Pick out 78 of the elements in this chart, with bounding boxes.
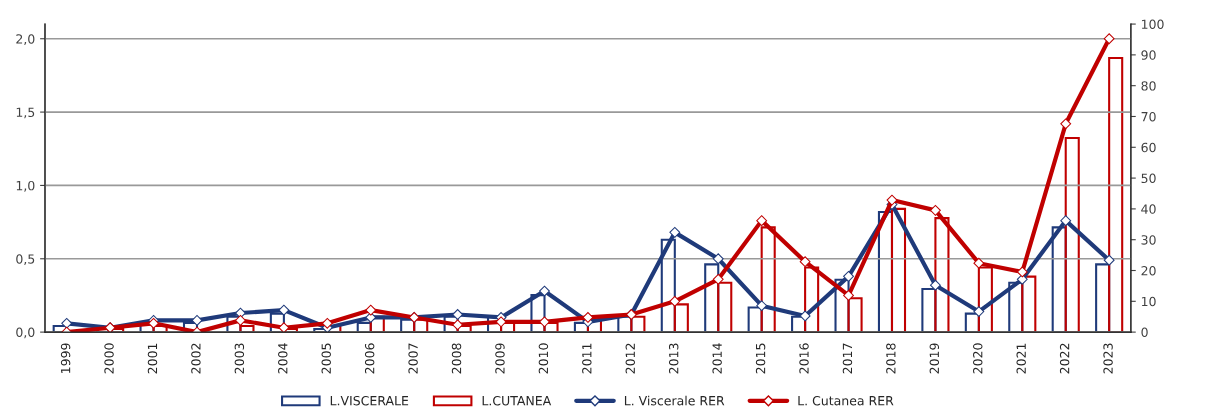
point <box>1103 33 1115 45</box>
point <box>1103 254 1115 266</box>
x-tick-label: 2012 <box>625 343 635 374</box>
point <box>669 226 681 238</box>
x-tick-label: 2002 <box>191 343 201 374</box>
point <box>843 270 854 282</box>
point <box>712 273 724 285</box>
x-tick-label: 2005 <box>321 343 331 374</box>
point <box>799 256 811 268</box>
point <box>191 314 203 326</box>
x-tick-label: 2017 <box>842 343 853 374</box>
x-tick-label: 2007 <box>408 343 418 374</box>
point <box>539 285 550 297</box>
point <box>365 304 377 316</box>
x-tick-label: 2020 <box>973 343 983 374</box>
x-tick-label: 2008 <box>451 343 462 374</box>
point <box>756 215 768 227</box>
point <box>495 316 507 328</box>
y2-tick-label: 60 <box>1141 142 1156 153</box>
x-tick-label: 2014 <box>712 343 722 374</box>
legend-label: L. Viscerale RER <box>624 395 725 406</box>
x-tick-label: 2003 <box>234 343 245 374</box>
x-tick-label: 2013 <box>668 343 679 374</box>
x-tick-label: 2010 <box>538 343 549 374</box>
point <box>929 279 941 291</box>
point <box>278 304 290 316</box>
point <box>452 319 464 331</box>
point <box>799 310 811 322</box>
y2-tick-label: 40 <box>1141 204 1156 214</box>
point <box>712 253 724 265</box>
point <box>973 306 985 318</box>
point <box>886 194 898 206</box>
point <box>1016 266 1028 278</box>
x-tick-label: 2019 <box>929 343 940 374</box>
y-tick-label: 0,5 <box>16 254 35 265</box>
y-tick-label: 1,5 <box>16 107 35 119</box>
y2-tick-label: 20 <box>1141 265 1156 276</box>
point <box>582 312 594 323</box>
y2-tick-label: 50 <box>1141 173 1156 184</box>
x-tick-label: 2016 <box>799 343 809 374</box>
point <box>539 316 550 328</box>
point <box>278 322 290 333</box>
x-tick-label: 2015 <box>755 343 766 374</box>
point <box>321 317 333 329</box>
x-tick-label: 2021 <box>1016 343 1026 374</box>
y2-tick-label: 10 <box>1141 296 1156 307</box>
point <box>929 204 941 216</box>
x-tick-label: 2000 <box>104 343 114 374</box>
x-tick-label: 2006 <box>364 343 375 374</box>
point <box>1060 118 1072 130</box>
point <box>973 257 985 269</box>
x-tick-label: 2001 <box>147 343 158 374</box>
x-tick-label: 2018 <box>886 343 896 374</box>
x-tick-label: 2022 <box>1059 343 1070 374</box>
y-tick-label: 0,0 <box>16 327 35 339</box>
y2-tick-label: 100 <box>1141 19 1164 29</box>
y2-tick-label: 30 <box>1141 235 1156 245</box>
point <box>1060 215 1072 227</box>
x-tick-label: 2023 <box>1103 343 1113 374</box>
point <box>843 290 854 301</box>
bar <box>1108 56 1124 333</box>
y2-tick-label: 80 <box>1141 81 1156 91</box>
y2-tick-label: 70 <box>1141 111 1156 122</box>
x-tick-label: 2011 <box>582 343 592 374</box>
point <box>235 314 246 326</box>
point <box>756 300 768 312</box>
bar <box>1021 275 1037 333</box>
point <box>669 295 681 307</box>
x-tick-label: 2009 <box>495 343 505 374</box>
y2-tick-label: 0 <box>1141 327 1148 338</box>
x-tick-label: 2004 <box>278 343 288 374</box>
legend-label: L. Cutanea RER <box>798 395 894 406</box>
y-tick-label: 2,0 <box>16 34 35 45</box>
y2-tick-label: 90 <box>1141 50 1156 60</box>
x-tick-label: 1999 <box>60 343 71 373</box>
y-tick-label: 1,0 <box>16 180 35 192</box>
legend-label: L.VISCERALE <box>330 395 409 406</box>
legend-label: L.CUTANEA <box>482 395 552 406</box>
